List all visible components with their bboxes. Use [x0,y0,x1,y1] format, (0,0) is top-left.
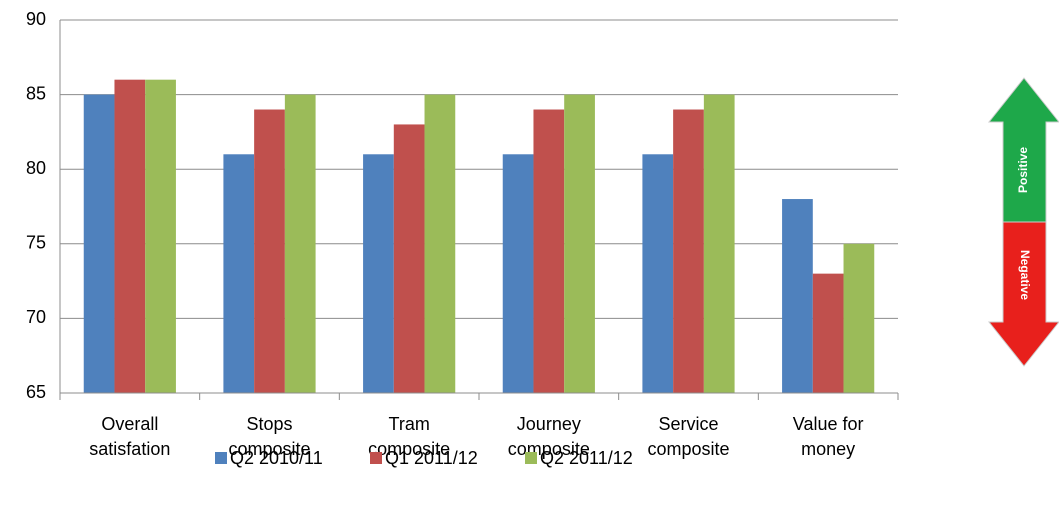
bar [114,79,146,394]
positive-label: Positive [1016,147,1030,193]
bar [83,94,115,393]
x-tick-label: composite [228,439,310,459]
bar [564,94,595,393]
legend-swatch [525,452,537,464]
bar [673,109,704,394]
legend-swatch [215,452,227,464]
legend-swatch [370,452,382,464]
negative-label: Negative [1018,250,1032,300]
legend-label: Q1 2011/12 [385,448,478,468]
bar [223,154,255,393]
bar [502,154,534,393]
legend-label: Q2 2010/11 [230,448,323,468]
legend-label: Q2 2011/12 [540,448,633,468]
indicator-arrow: Positive Negative [987,77,1059,367]
bar [424,94,456,393]
x-tick-label: money [801,439,855,459]
x-tick-label: Tram [389,414,430,434]
bar [782,199,813,393]
bar [145,79,176,394]
bar [363,154,394,393]
negative-arrow [987,221,1059,367]
x-tick-label: Stops [246,414,292,434]
x-tick-label: Journey [517,414,581,434]
y-tick-label: 80 [26,158,46,178]
bar [642,154,674,393]
bar [703,94,735,393]
bar [533,109,565,394]
x-tick-label: composite [368,439,450,459]
y-tick-label: 85 [26,83,46,103]
y-tick-label: 75 [26,233,46,253]
x-tick-label: Overall [101,414,158,434]
x-tick-label: satisfation [89,439,170,459]
x-tick-label: Value for [793,414,864,434]
bar [393,124,425,393]
x-tick-label: Service [658,414,718,434]
bar [843,243,875,393]
y-tick-label: 70 [26,307,46,327]
x-tick-label: composite [647,439,729,459]
y-tick-label: 90 [26,9,46,29]
bar [812,273,844,393]
y-tick-label: 65 [26,382,46,402]
bar [284,94,316,393]
bar [254,109,285,394]
